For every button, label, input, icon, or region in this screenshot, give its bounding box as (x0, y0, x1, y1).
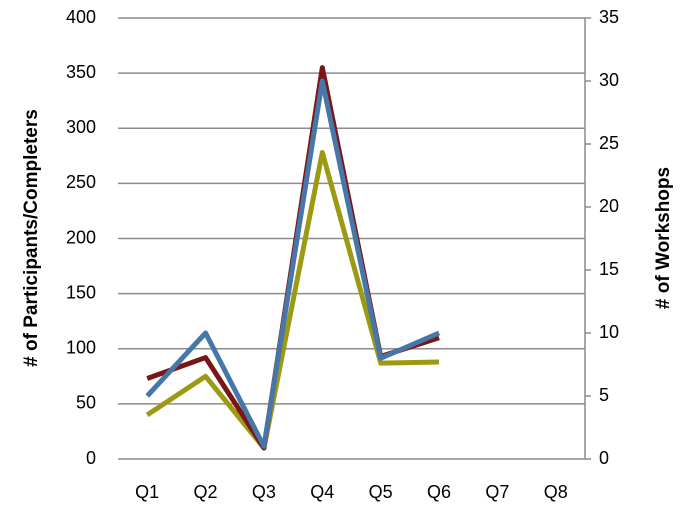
x-tick-label: Q2 (194, 482, 218, 502)
y-tick-label: 50 (76, 393, 96, 413)
y2-tick-label: 30 (599, 70, 619, 90)
line-series (145, 150, 440, 451)
x-tick-label: Q3 (252, 482, 276, 502)
line-series (145, 78, 441, 449)
y-tick-label: 150 (66, 282, 96, 302)
y-tick-label: 350 (66, 62, 96, 82)
y2-axis-title: # of Workshops (653, 167, 674, 309)
x-tick-label: Q7 (485, 482, 509, 502)
y-tick-label: 400 (66, 7, 96, 27)
y-tick-label: 0 (86, 448, 96, 468)
y2-tick-label: 20 (599, 196, 619, 216)
y2-tick-label: 5 (599, 385, 609, 405)
y-tick-label: 200 (66, 227, 96, 247)
x-tick-label: Q1 (135, 482, 159, 502)
y-tick-label: 250 (66, 172, 96, 192)
y-tick-label: 100 (66, 338, 96, 358)
y2-tick-label: 0 (599, 448, 609, 468)
y2-tick-label: 25 (599, 133, 619, 153)
x-tick-label: Q5 (369, 482, 393, 502)
y-tick-label: 300 (66, 117, 96, 137)
y2-tick-label: 35 (599, 7, 619, 27)
y2-tick-label: 10 (599, 322, 619, 342)
y-axis-title: # of Participants/Completers (21, 109, 42, 367)
x-tick-label: Q8 (544, 482, 568, 502)
y2-tick-label: 15 (599, 259, 619, 279)
x-tick-label: Q6 (427, 482, 451, 502)
x-tick-label: Q4 (310, 482, 334, 502)
